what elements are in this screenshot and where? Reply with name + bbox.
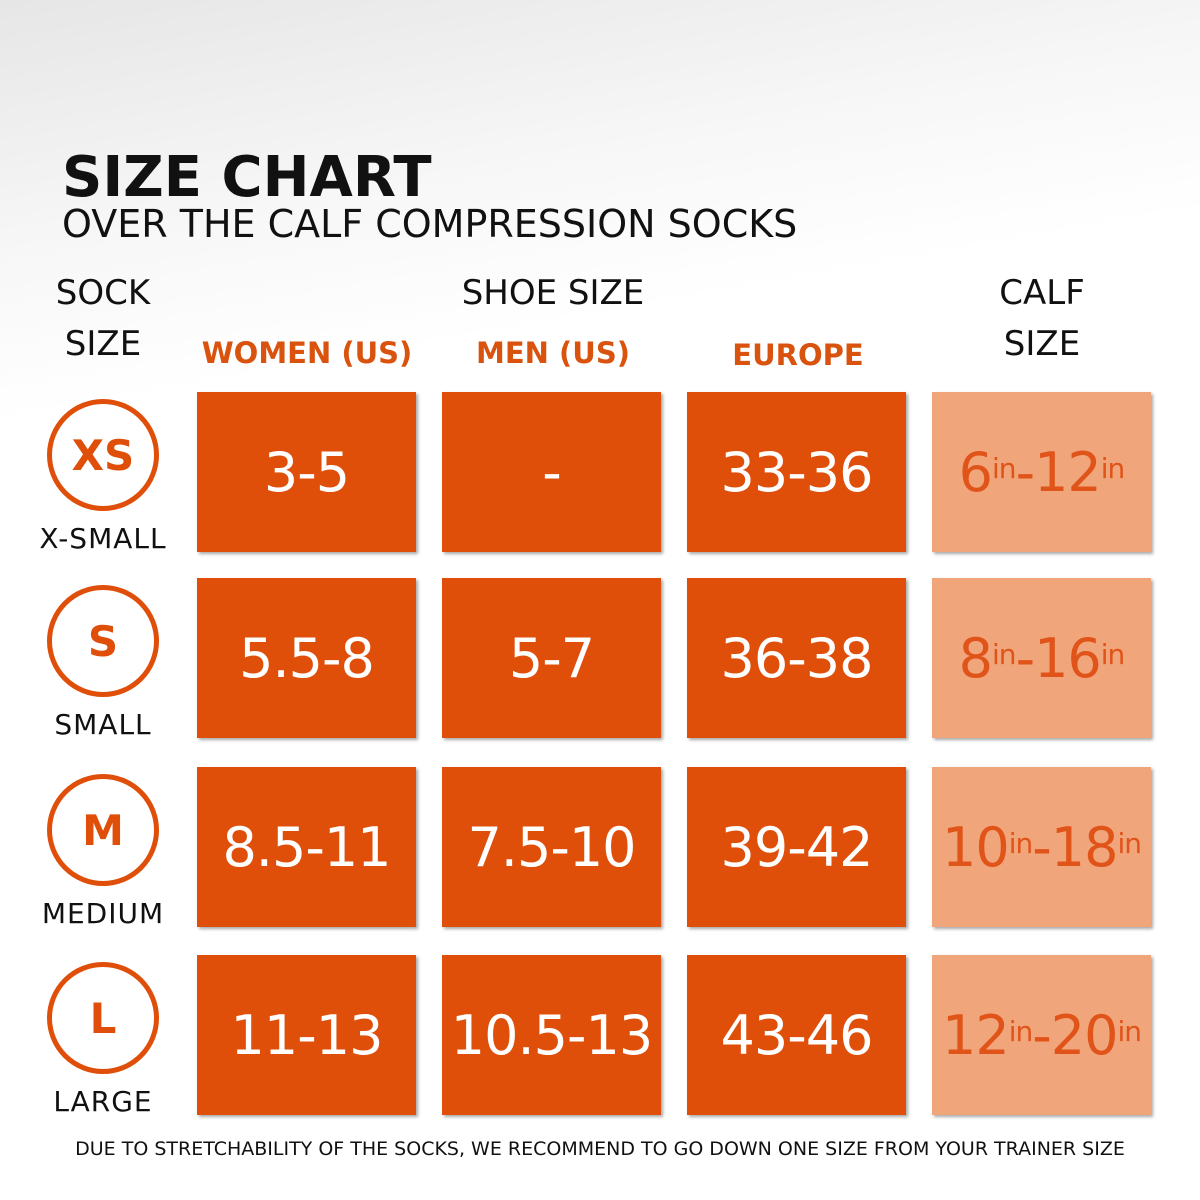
size-cell: 5.5-8 bbox=[197, 578, 416, 738]
column-header: EUROPE bbox=[732, 338, 864, 372]
calf-cell: 6 in -12 in bbox=[932, 392, 1151, 552]
size-name: X-SMALL bbox=[39, 522, 167, 555]
size-name: LARGE bbox=[53, 1085, 153, 1118]
calf-part: in bbox=[1008, 1014, 1034, 1048]
calf-part: in bbox=[1008, 826, 1034, 860]
calf-part: in bbox=[992, 451, 1017, 485]
size-cell: 33-36 bbox=[687, 392, 906, 552]
calf-part: 10 bbox=[942, 815, 1010, 879]
calf-part: in bbox=[1100, 451, 1126, 485]
column-header: SHOE SIZE bbox=[461, 273, 645, 313]
size-cell: 10.5-13 bbox=[442, 955, 661, 1115]
size-cell: - bbox=[442, 392, 661, 552]
subtitle: OVER THE CALF COMPRESSION SOCKS bbox=[62, 202, 798, 246]
column-header: SOCK bbox=[55, 273, 151, 313]
calf-part: 8 bbox=[958, 626, 993, 690]
calf-part: in bbox=[1100, 637, 1126, 671]
size-cell: 3-5 bbox=[197, 392, 416, 552]
size-cell: 5-7 bbox=[442, 578, 661, 738]
calf-part: 16 bbox=[1034, 626, 1102, 690]
size-badge: L bbox=[47, 962, 159, 1074]
column-header: SIZE bbox=[64, 324, 142, 364]
calf-part: 12 bbox=[942, 1003, 1010, 1067]
calf-part: in bbox=[992, 637, 1017, 671]
column-header: WOMEN (US) bbox=[201, 336, 413, 370]
size-badge: XS bbox=[47, 399, 159, 511]
calf-part: in bbox=[1117, 1014, 1142, 1048]
calf-part: 12 bbox=[1034, 440, 1102, 504]
footer-note: DUE TO STRETCHABILITY OF THE SOCKS, WE R… bbox=[75, 1138, 1125, 1160]
calf-part: 20 bbox=[1050, 1003, 1119, 1067]
column-header: MEN (US) bbox=[476, 336, 630, 370]
title: SIZE CHART bbox=[62, 145, 432, 210]
calf-cell: 8 in -16 in bbox=[932, 578, 1151, 738]
calf-cell: 10 in -18 in bbox=[932, 767, 1151, 927]
column-header: SIZE bbox=[1003, 324, 1081, 364]
size-cell: 39-42 bbox=[687, 767, 906, 927]
size-badge: S bbox=[47, 585, 159, 697]
size-cell: 7.5-10 bbox=[442, 767, 661, 927]
calf-part: in bbox=[1117, 826, 1142, 860]
size-name: SMALL bbox=[54, 708, 152, 741]
calf-part: - bbox=[1032, 815, 1051, 879]
calf-part: - bbox=[1015, 440, 1035, 504]
calf-part: - bbox=[1032, 1003, 1051, 1067]
calf-part: - bbox=[1015, 626, 1035, 690]
calf-cell: 12 in -20 in bbox=[932, 955, 1151, 1115]
size-cell: 36-38 bbox=[687, 578, 906, 738]
calf-part: 18 bbox=[1050, 815, 1119, 879]
size-cell: 11-13 bbox=[197, 955, 416, 1115]
column-header: CALF bbox=[999, 273, 1085, 313]
size-name: MEDIUM bbox=[41, 897, 165, 930]
size-cell: 8.5-11 bbox=[197, 767, 416, 927]
size-cell: 43-46 bbox=[687, 955, 906, 1115]
calf-part: 6 bbox=[958, 440, 993, 504]
size-badge: M bbox=[47, 774, 159, 886]
